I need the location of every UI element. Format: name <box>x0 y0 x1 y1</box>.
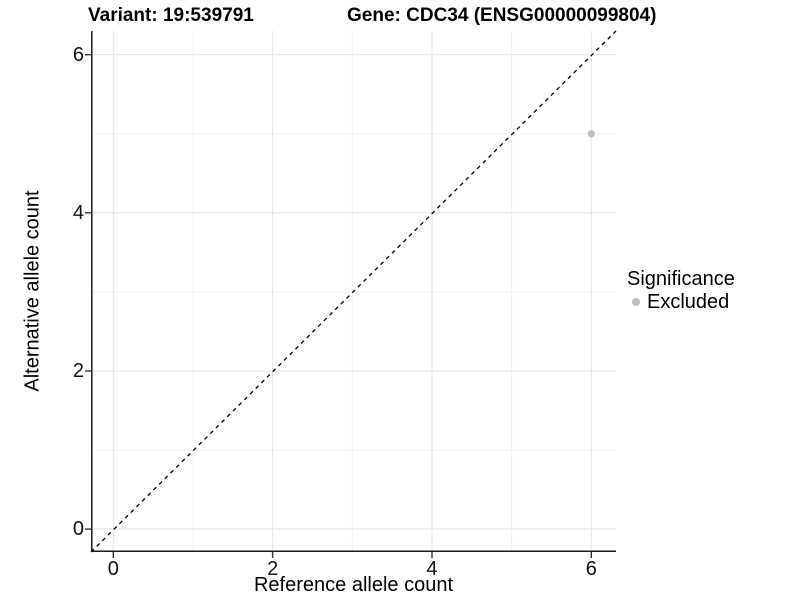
legend-title: Significance <box>627 268 735 290</box>
identity-reference-line <box>90 30 617 553</box>
x-tick-label: 0 <box>107 558 119 580</box>
data-point <box>587 130 595 138</box>
x-axis-title: Reference allele count <box>253 574 453 596</box>
plot-title-variant: Variant: 19:539791 <box>88 5 254 26</box>
legend-item-label: Excluded <box>647 291 730 313</box>
x-tick-label: 4 <box>426 558 438 580</box>
x-tick-label: 6 <box>585 558 597 580</box>
y-tick-label: 0 <box>72 518 84 541</box>
y-axis-title: Alternative allele count <box>21 190 44 392</box>
legend-point-icon <box>632 298 640 306</box>
y-tick-label: 4 <box>72 201 84 224</box>
plot-panel <box>85 30 617 558</box>
x-tick-label: 2 <box>267 558 279 580</box>
legend: Significance Excluded <box>627 267 735 313</box>
legend-item-excluded: Excluded <box>632 291 735 313</box>
plot-title-gene: Gene: CDC34 (ENSG00000099804) <box>347 5 657 26</box>
y-tick-label: 2 <box>72 359 84 382</box>
y-tick-label: 6 <box>72 43 84 66</box>
